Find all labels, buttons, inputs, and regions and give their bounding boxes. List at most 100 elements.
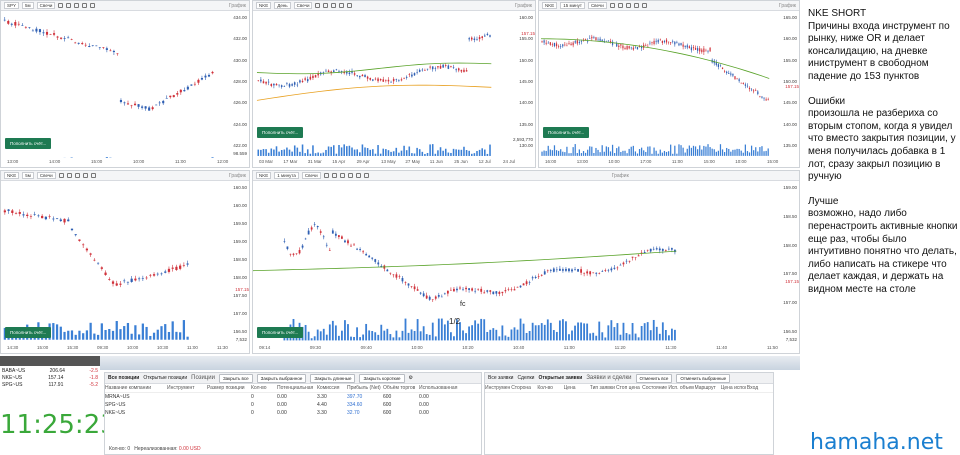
- column-header[interactable]: Комиссия: [317, 385, 340, 391]
- column-header[interactable]: Цена исполнения: [720, 385, 746, 391]
- chart-nke-1m[interactable]: NKE 1 минута Свечи График 159.00 158.50 15…: [252, 170, 800, 354]
- tool-icon[interactable]: [339, 173, 345, 178]
- cancel-selected-button[interactable]: Отменить выбранные: [676, 373, 731, 383]
- tool-icon[interactable]: [633, 3, 639, 8]
- tool-icon[interactable]: [347, 3, 353, 8]
- timeframe-select[interactable]: 1 минута: [274, 172, 299, 179]
- tool-icon[interactable]: [66, 3, 72, 8]
- price-plot[interactable]: [253, 181, 799, 344]
- watchlist-row[interactable]: BABA~US 206.64 -2.5: [2, 368, 98, 375]
- tool-icon[interactable]: [331, 173, 337, 178]
- tool-icon[interactable]: [323, 3, 329, 8]
- candle: [179, 89, 182, 93]
- timeline-scrollbar[interactable]: [100, 356, 800, 370]
- price-plot[interactable]: [1, 11, 249, 158]
- tool-icon[interactable]: [355, 173, 361, 178]
- price-plot[interactable]: [253, 11, 535, 158]
- column-header[interactable]: Прибыль (Net): [347, 385, 381, 391]
- timeframe-select[interactable]: 5м: [22, 2, 34, 9]
- column-header[interactable]: Кол-во: [537, 385, 553, 391]
- tab-open-orders[interactable]: Открытые заявки: [538, 375, 583, 381]
- fund-account-button[interactable]: Пополнить счёт...: [257, 127, 304, 138]
- column-header[interactable]: Инструмент: [167, 385, 195, 391]
- column-header[interactable]: Инструмент: [485, 385, 511, 391]
- close-short-button[interactable]: Закрыть короткие: [359, 373, 405, 383]
- fund-account-button[interactable]: Пополнить счёт...: [5, 327, 52, 338]
- tool-icon[interactable]: [66, 173, 72, 178]
- tool-icon[interactable]: [74, 173, 80, 178]
- close-long-button[interactable]: Закрыть длинные: [310, 373, 356, 383]
- tool-icon[interactable]: [58, 3, 64, 8]
- column-header[interactable]: Стоп цена: [615, 385, 640, 391]
- column-header[interactable]: Объём торгов: [383, 385, 416, 391]
- chart-style-select[interactable]: Свечи: [301, 172, 321, 179]
- price-plot[interactable]: [539, 11, 799, 158]
- table-row[interactable]: SPG~US 0 0.00 4.40 334.60 600 0.00: [105, 401, 481, 409]
- fund-account-button[interactable]: Пополнить счёт...: [5, 138, 52, 149]
- tool-icon[interactable]: [339, 3, 345, 8]
- ticker-field[interactable]: NKE: [256, 172, 272, 179]
- chart-style-select[interactable]: Свечи: [36, 172, 56, 179]
- tool-icon[interactable]: [617, 3, 623, 8]
- column-header[interactable]: Вход: [746, 385, 759, 391]
- column-header[interactable]: Кол-во: [251, 385, 267, 391]
- ticker-field[interactable]: NKE: [256, 2, 272, 9]
- timeframe-select[interactable]: 15 минут: [560, 2, 585, 9]
- timeframe-select[interactable]: 5м: [22, 172, 34, 179]
- table-row[interactable]: NKE~US 0 0.00 3.30 32.70 600 0.00: [105, 409, 481, 417]
- tool-icon[interactable]: [82, 3, 88, 8]
- column-header[interactable]: Размер позиции: [207, 385, 245, 391]
- watch-chg: -2.5: [89, 368, 98, 374]
- chart-style-select[interactable]: Свечи: [587, 2, 607, 9]
- timeframe-select[interactable]: День: [274, 2, 291, 9]
- tool-icon[interactable]: [363, 173, 369, 178]
- close-selected-button[interactable]: Закрыть выбранное: [256, 373, 307, 383]
- tool-icon[interactable]: [58, 173, 64, 178]
- tab-trades[interactable]: Сделки: [517, 375, 535, 381]
- column-header[interactable]: Тип заявки: [589, 385, 615, 391]
- tab-all-positions[interactable]: Все позиции: [108, 375, 140, 381]
- scrollbar[interactable]: [0, 356, 100, 366]
- chart-style-select[interactable]: Свечи: [293, 2, 313, 9]
- tool-icon[interactable]: [90, 3, 96, 8]
- chart-nke-15m[interactable]: NKE 15 минут Свечи График 165.00 160.00 15…: [538, 0, 800, 168]
- column-header[interactable]: Сторона: [511, 385, 531, 391]
- tool-icon[interactable]: [315, 3, 321, 8]
- close-all-button[interactable]: Закрыть все: [218, 373, 253, 383]
- tool-icon[interactable]: [82, 173, 88, 178]
- ticker-field[interactable]: SPY: [4, 2, 20, 9]
- tool-icon[interactable]: [609, 3, 615, 8]
- tab-all-orders[interactable]: Все заявки: [488, 375, 514, 381]
- column-header[interactable]: Потенциальная: [277, 385, 314, 391]
- tool-icon[interactable]: [641, 3, 647, 8]
- column-header[interactable]: Цена: [563, 385, 576, 391]
- tool-icon[interactable]: [74, 3, 80, 8]
- column-header[interactable]: Использованная ГС: [419, 385, 459, 391]
- table-row[interactable]: MRNA~US 0 0.00 3.30 397.70 600 0.00: [105, 393, 481, 401]
- watchlist-row[interactable]: NKE~US 157.14 -1.8: [2, 375, 98, 382]
- fund-account-button[interactable]: Пополнить счёт...: [257, 327, 304, 338]
- ticker-field[interactable]: NKE: [4, 172, 20, 179]
- volume-bar: [273, 149, 275, 156]
- chart-nke-day[interactable]: NKE День Свечи График 160.00 155.00 150.00…: [252, 0, 536, 168]
- tool-icon[interactable]: [90, 173, 96, 178]
- ticker-field[interactable]: NKE: [542, 2, 558, 9]
- column-header[interactable]: Маршрут: [694, 385, 716, 391]
- candle: [759, 96, 761, 97]
- price-plot[interactable]: [1, 181, 249, 344]
- cancel-all-button[interactable]: Отменить все: [635, 373, 673, 383]
- tool-icon[interactable]: [323, 173, 329, 178]
- tool-icon[interactable]: [331, 3, 337, 8]
- column-header[interactable]: Состояние: [642, 385, 668, 391]
- settings-icon[interactable]: ⚙: [408, 375, 414, 381]
- fund-account-button[interactable]: Пополнить счёт...: [543, 127, 590, 138]
- tool-icon[interactable]: [347, 173, 353, 178]
- watchlist-row[interactable]: SPG~US 117.91 -5.2: [2, 382, 98, 389]
- tool-icon[interactable]: [625, 3, 631, 8]
- chart-spy-5m[interactable]: SPY 5м Свечи График 434.00 432.00 430.00 42…: [0, 0, 250, 168]
- column-header[interactable]: Исп. объем: [668, 385, 694, 391]
- column-header[interactable]: Название компании: [105, 385, 152, 391]
- chart-nke-5m[interactable]: NKE 5м Свечи График 160.50 160.00 159.50 15…: [0, 170, 250, 354]
- tab-open-positions[interactable]: Открытые позиции: [143, 375, 188, 381]
- chart-style-select[interactable]: Свечи: [36, 2, 56, 9]
